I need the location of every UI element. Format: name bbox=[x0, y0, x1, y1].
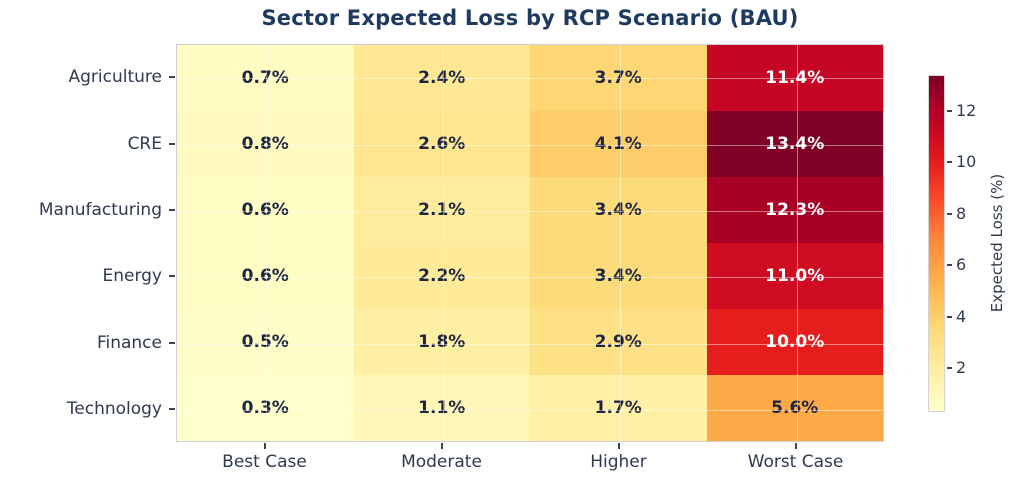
x-tick-label: Worst Case bbox=[747, 452, 844, 472]
heatmap-cell: 0.6% bbox=[177, 243, 354, 309]
x-tick-mark bbox=[440, 443, 443, 449]
y-tick-mark bbox=[169, 341, 175, 344]
colorbar-tick-mark bbox=[947, 212, 952, 215]
heatmap-cell: 11.0% bbox=[706, 243, 883, 309]
chart-title: Sector Expected Loss by RCP Scenario (BA… bbox=[261, 6, 799, 30]
colorbar-axis-label: Expected Loss (%) bbox=[988, 173, 1006, 313]
colorbar-tick-mark bbox=[947, 315, 952, 318]
colorbar-tick-label: 4 bbox=[956, 306, 967, 326]
heatmap-cell: 3.4% bbox=[530, 177, 707, 243]
heatmap-cell: 0.3% bbox=[177, 375, 354, 441]
y-tick-label: Finance bbox=[96, 332, 162, 353]
colorbar-gradient bbox=[928, 75, 945, 412]
heatmap-cell: 0.5% bbox=[177, 309, 354, 375]
colorbar-tick-label: 12 bbox=[956, 101, 977, 120]
colorbar-tick-label: 10 bbox=[956, 152, 977, 172]
heatmap-cell: 3.4% bbox=[530, 243, 707, 309]
heatmap-cell: 10.0% bbox=[706, 309, 883, 375]
y-tick-mark bbox=[169, 208, 175, 211]
y-tick-label: Agriculture bbox=[68, 67, 163, 88]
heatmap-cell: 11.4% bbox=[706, 45, 883, 111]
heatmap-cell: 4.1% bbox=[530, 111, 707, 177]
heatmap-cell: 2.6% bbox=[353, 111, 530, 177]
colorbar-tick-label: 6 bbox=[956, 255, 967, 275]
heatmap-cell: 12.3% bbox=[706, 177, 883, 243]
colorbar-tick-label: 2 bbox=[956, 358, 967, 378]
colorbar-tick-mark bbox=[947, 264, 952, 267]
heatmap-cell: 2.9% bbox=[530, 309, 707, 375]
heatmap-plot-area: 0.7% 2.4% 3.7% 11.4% 0.8% 2.6% 4.1% 13.4% 0.6% 2.… bbox=[176, 44, 884, 442]
y-tick-label: CRE bbox=[127, 133, 162, 154]
heatmap-cell: 2.1% bbox=[353, 177, 530, 243]
x-tick-label: Moderate bbox=[401, 452, 482, 472]
heatmap-cell: 2.2% bbox=[353, 243, 530, 309]
heatmap-cell: 0.8% bbox=[177, 111, 354, 177]
x-tick-mark bbox=[794, 443, 797, 449]
y-tick-mark bbox=[169, 407, 175, 410]
colorbar-tick-mark bbox=[947, 161, 952, 164]
heatmap-cell: 1.8% bbox=[353, 309, 530, 375]
y-tick-mark bbox=[169, 142, 175, 145]
x-tick-mark bbox=[617, 443, 620, 449]
heatmap-cell: 1.1% bbox=[353, 375, 530, 441]
y-tick-label: Manufacturing bbox=[38, 199, 162, 220]
heatmap-cell: 0.6% bbox=[177, 177, 354, 243]
colorbar-tick-mark bbox=[947, 110, 952, 112]
heatmap-cell: 0.7% bbox=[177, 45, 354, 111]
heatmap-cell: 2.4% bbox=[353, 45, 530, 111]
heatmap-cell: 13.4% bbox=[706, 111, 883, 177]
heatmap-cell: 1.7% bbox=[530, 375, 707, 441]
x-tick-label: Best Case bbox=[222, 452, 307, 472]
x-tick-mark bbox=[263, 443, 266, 449]
x-tick-label: Higher bbox=[590, 452, 647, 472]
y-tick-label: Technology bbox=[66, 398, 162, 419]
y-tick-mark bbox=[169, 275, 175, 278]
heatmap-cell: 3.7% bbox=[530, 45, 707, 111]
colorbar-tick-label: 8 bbox=[956, 203, 967, 223]
colorbar-tick-mark bbox=[947, 367, 952, 370]
y-tick-label: Energy bbox=[102, 266, 162, 287]
y-tick-mark bbox=[169, 76, 175, 79]
heatmap-cell: 5.6% bbox=[706, 375, 883, 441]
